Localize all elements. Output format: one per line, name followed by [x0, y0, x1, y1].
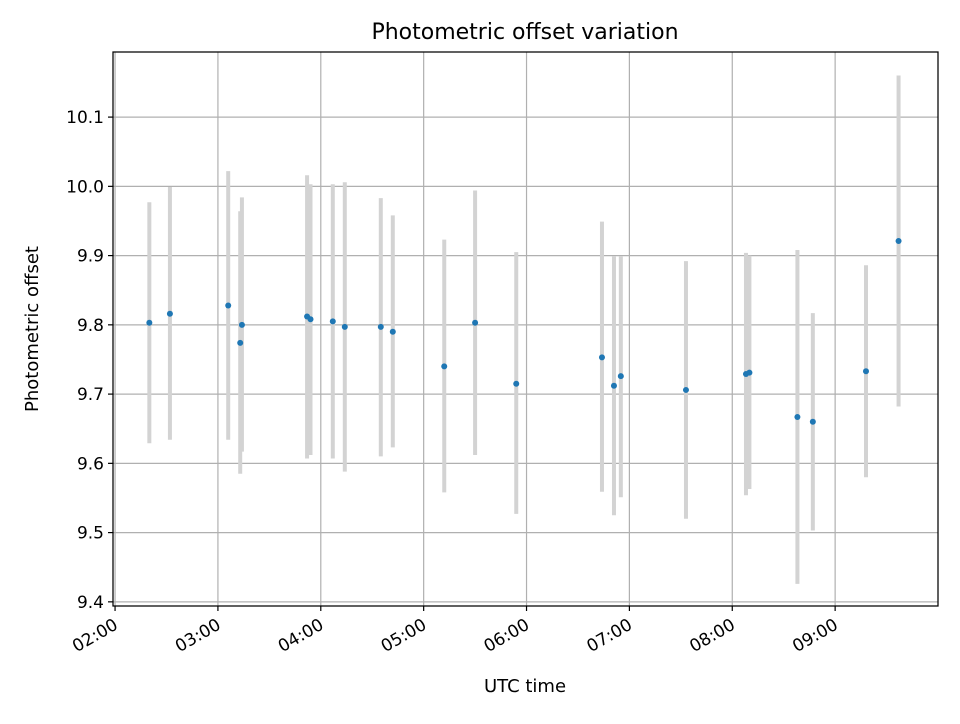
x-tick-label: 09:00	[789, 615, 841, 657]
y-tick-label: 9.6	[77, 454, 104, 474]
y-tick-label: 9.5	[77, 524, 104, 544]
data-point	[146, 319, 153, 326]
y-axis-label: Photometric offset	[22, 246, 43, 412]
x-tick-label: 05:00	[378, 615, 430, 657]
data-point	[389, 328, 396, 335]
y-tick-label: 9.4	[77, 593, 104, 613]
y-tick-label: 10.1	[66, 108, 104, 128]
data-point	[682, 386, 689, 393]
x-tick-label: 08:00	[686, 615, 738, 657]
errorbar-layer	[147, 75, 901, 584]
y-tick-label: 9.7	[77, 385, 104, 405]
data-point	[377, 323, 384, 330]
point-layer	[146, 238, 902, 425]
data-point	[472, 319, 479, 326]
data-point	[166, 310, 173, 317]
data-point	[341, 323, 348, 330]
y-tick-label: 9.8	[77, 316, 104, 336]
x-tick-label: 07:00	[583, 615, 635, 657]
x-tick-label: 04:00	[275, 615, 327, 657]
data-point	[225, 302, 232, 309]
grid-layer	[113, 52, 938, 606]
data-point	[617, 373, 624, 380]
x-axis-label: UTC time	[484, 676, 566, 697]
x-tick-label: 03:00	[172, 615, 224, 657]
data-point	[598, 354, 605, 361]
x-tick-label: 02:00	[69, 615, 121, 657]
chart-title: Photometric offset variation	[371, 20, 678, 45]
tick-layer: 02:00 03:00 04:00 05:00 06:00 07:00 08:00 09:00…	[66, 108, 841, 657]
data-point	[809, 418, 816, 425]
data-point	[441, 363, 448, 370]
data-point	[610, 382, 617, 389]
data-point	[862, 368, 869, 375]
plot-frame	[112, 51, 939, 607]
y-tick-label: 9.9	[77, 247, 104, 267]
data-point	[329, 318, 336, 325]
data-point	[895, 238, 902, 245]
data-point	[238, 321, 245, 328]
data-point	[237, 339, 244, 346]
data-point	[307, 316, 314, 323]
y-tick-label: 10.0	[66, 177, 104, 197]
data-point	[746, 369, 753, 376]
x-tick-label: 06:00	[481, 615, 533, 657]
data-point	[513, 380, 520, 387]
data-point	[794, 413, 801, 420]
